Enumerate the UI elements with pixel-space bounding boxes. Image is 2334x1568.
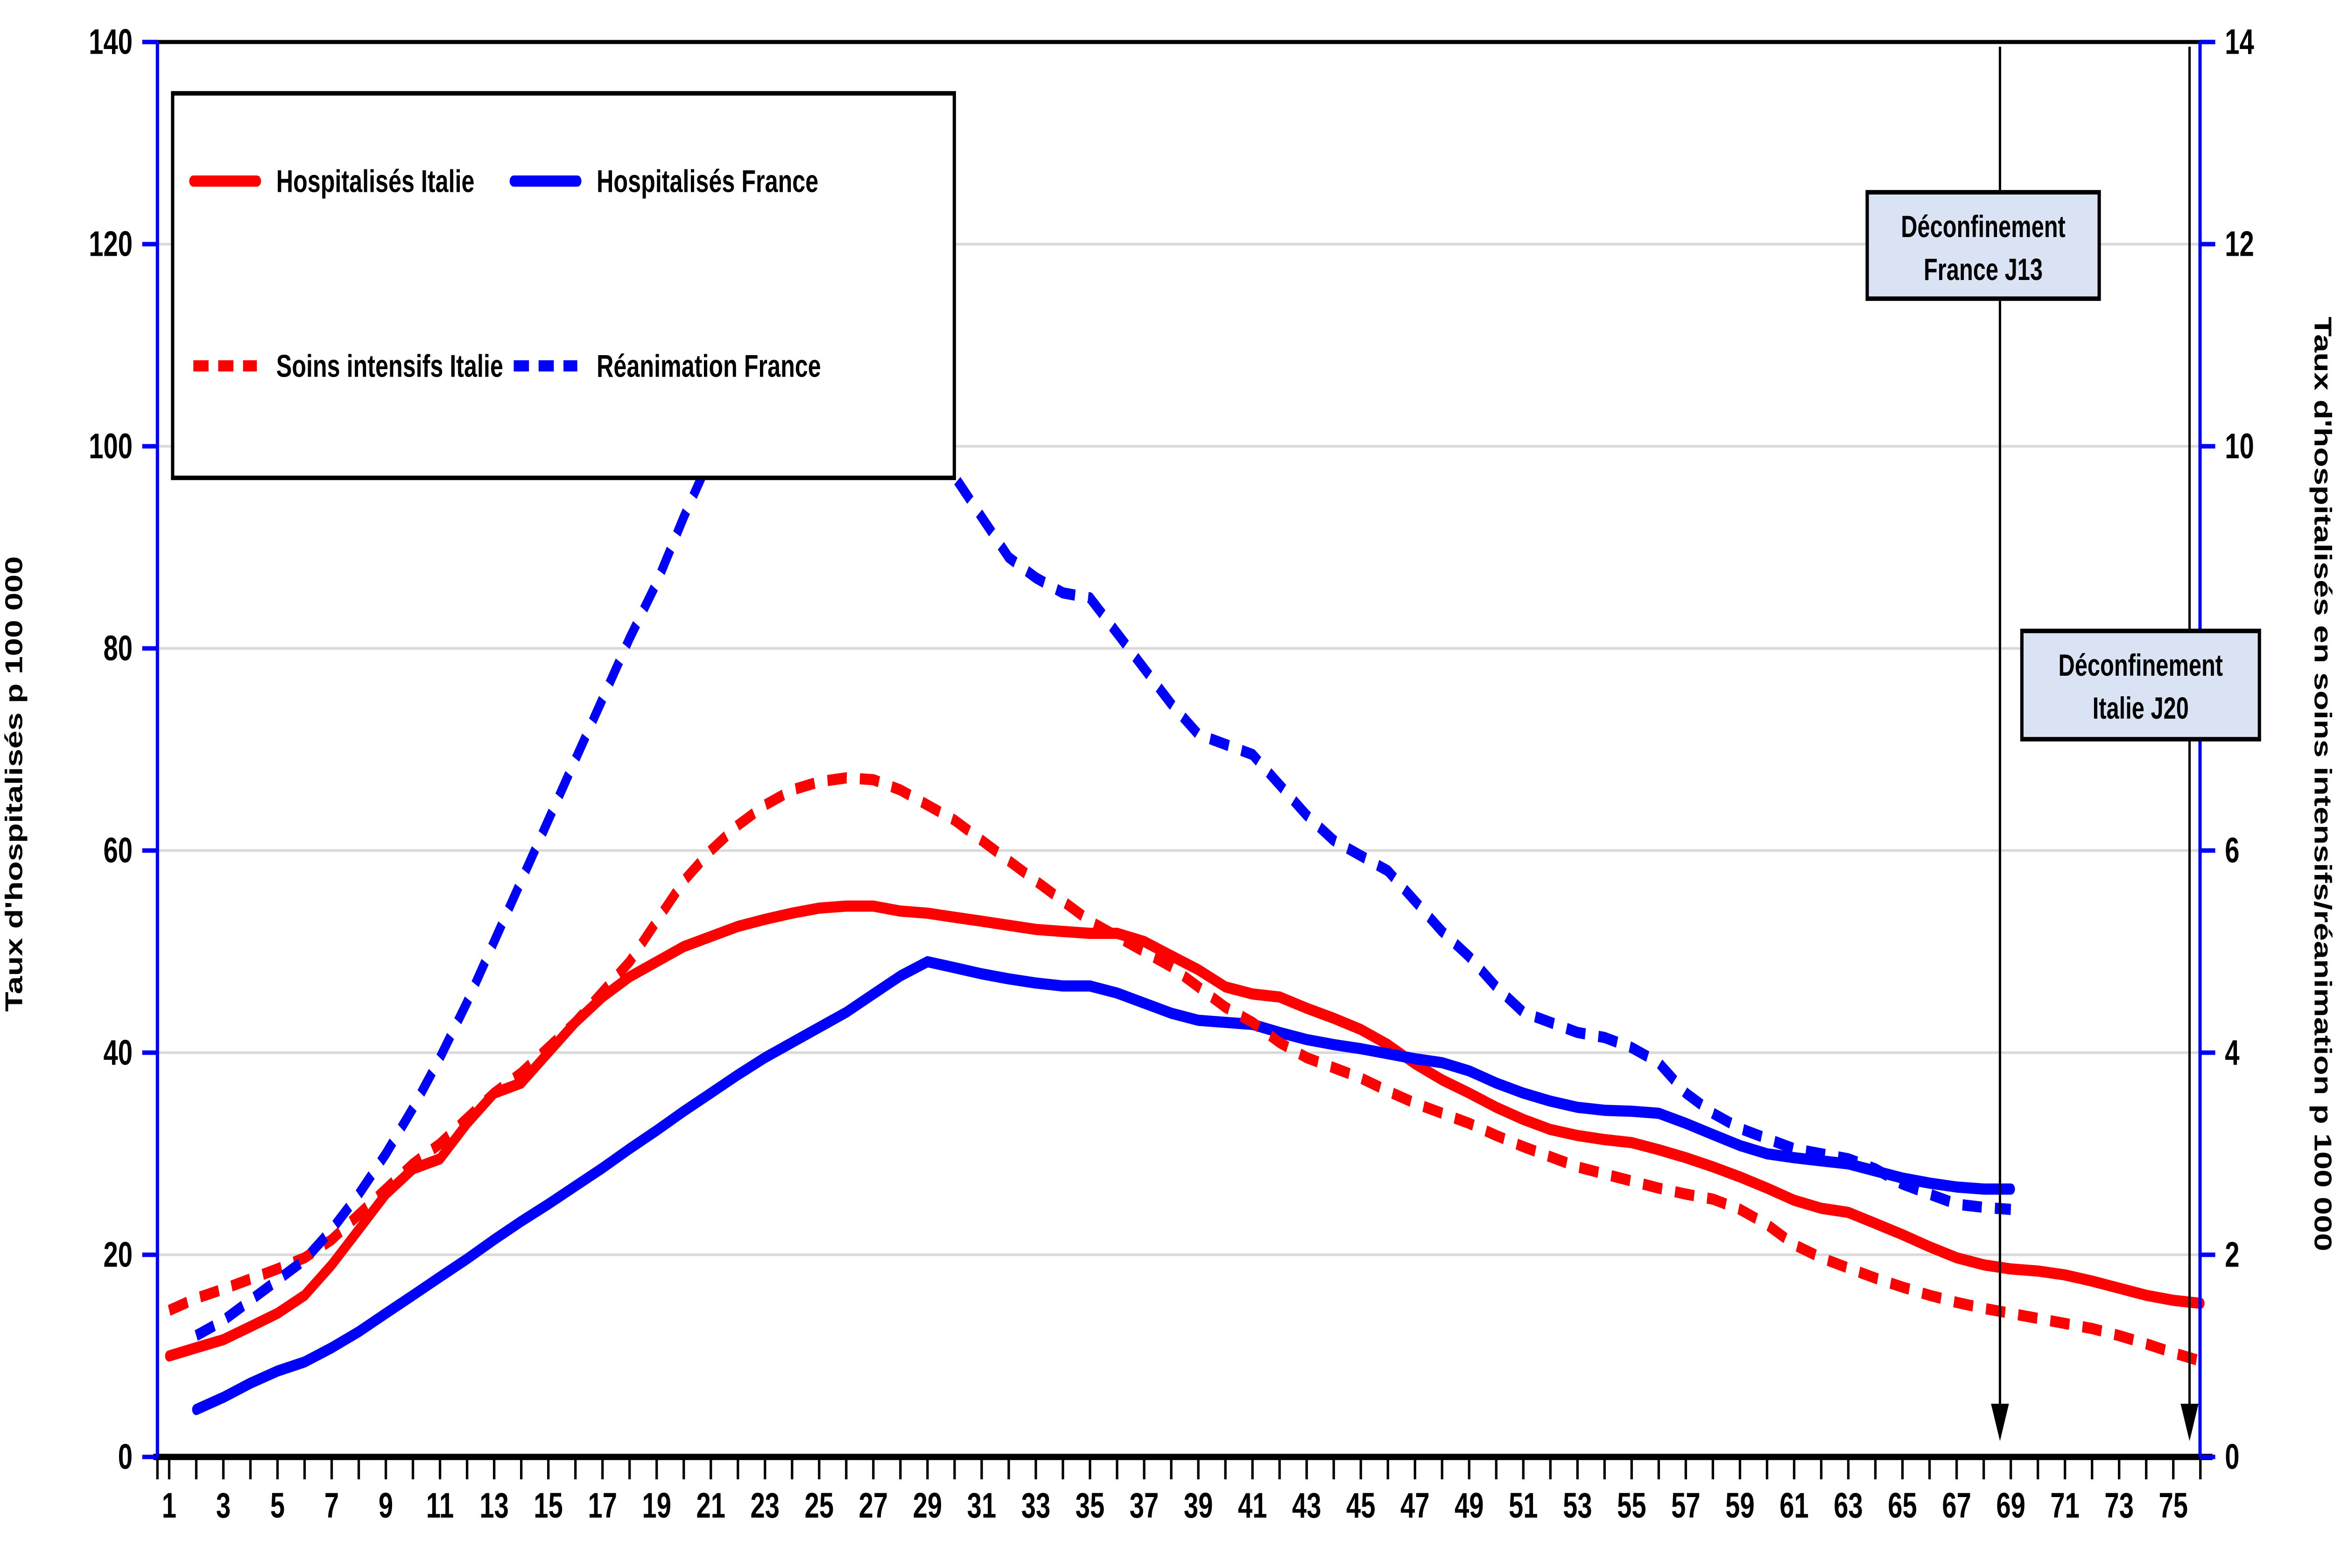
left-tick-label-100: 100 <box>89 427 133 466</box>
annotation-text-france-line2: France J13 <box>1924 252 2043 287</box>
x-tick-label-65: 65 <box>1888 1486 1917 1526</box>
x-tick-label-25: 25 <box>805 1486 834 1526</box>
x-tick-label-57: 57 <box>1671 1486 1701 1526</box>
legend-label-hospitalises-france: Hospitalisés France <box>597 163 818 199</box>
legend-label-hospitalises-italie: Hospitalisés Italie <box>276 163 475 199</box>
right-tick-label-12: 12 <box>2225 224 2254 264</box>
left-tick-label-140: 140 <box>89 22 133 62</box>
x-tick-label-45: 45 <box>1346 1486 1376 1526</box>
left-tick-label-0: 0 <box>118 1437 133 1477</box>
series-line-hospitalises-france <box>192 956 2015 1415</box>
left-axis-title: Taux d'hospitalisés p 100 000 <box>0 556 28 1012</box>
x-tick-label-61: 61 <box>1779 1486 1809 1526</box>
legend-label-soins-intensifs-italie: Soins intensifs Italie <box>276 348 503 384</box>
x-tick-label-11: 11 <box>426 1486 454 1526</box>
x-tick-label-41: 41 <box>1238 1486 1267 1526</box>
annotation-box-france <box>1865 190 2101 301</box>
left-tick-label-80: 80 <box>104 629 133 668</box>
x-tick-label-17: 17 <box>588 1486 617 1526</box>
x-tick-label-27: 27 <box>859 1486 888 1526</box>
x-tick-label-21: 21 <box>696 1486 726 1526</box>
x-tick-label-1: 1 <box>162 1486 176 1526</box>
x-tick-label-53: 53 <box>1563 1486 1592 1526</box>
series-line-hospitalises-italie <box>165 900 2205 1362</box>
x-tick-label-15: 15 <box>534 1486 563 1526</box>
x-tick-label-75: 75 <box>2158 1486 2188 1526</box>
right-tick-label-4: 4 <box>2225 1033 2239 1072</box>
right-tick-label-0: 0 <box>2225 1437 2239 1477</box>
x-tick-label-59: 59 <box>1725 1486 1755 1526</box>
left-tick-label-120: 120 <box>89 224 133 264</box>
x-tick-label-31: 31 <box>967 1486 997 1526</box>
x-tick-label-35: 35 <box>1076 1486 1105 1526</box>
annotation-box-italie <box>2020 629 2261 742</box>
x-tick-label-5: 5 <box>270 1486 285 1526</box>
annotation-text-italie-line2: Italie J20 <box>2093 691 2189 726</box>
x-tick-label-37: 37 <box>1130 1486 1159 1526</box>
legend-box <box>171 91 956 480</box>
x-tick-label-63: 63 <box>1834 1486 1863 1526</box>
x-tick-label-69: 69 <box>1996 1486 2025 1526</box>
x-tick-label-73: 73 <box>2104 1486 2134 1526</box>
x-tick-label-23: 23 <box>751 1486 780 1526</box>
annotation-deconfinement-france: Déconfinement France J13 <box>1865 190 2101 301</box>
right-tick-label-14: 14 <box>2225 22 2254 62</box>
right-tick-label-6: 6 <box>2225 831 2239 870</box>
right-tick-label-2: 2 <box>2225 1235 2239 1274</box>
x-tick-label-29: 29 <box>913 1486 942 1526</box>
x-tick-label-71: 71 <box>2050 1486 2080 1526</box>
x-tick-label-49: 49 <box>1455 1486 1484 1526</box>
series-line-reanimation-france <box>195 375 2011 1341</box>
left-tick-label-40: 40 <box>104 1033 133 1072</box>
legend: Hospitalisés Italie Hospitalisés France … <box>171 91 956 480</box>
x-tick-label-51: 51 <box>1509 1486 1538 1526</box>
x-tick-label-33: 33 <box>1021 1486 1051 1526</box>
x-tick-label-7: 7 <box>324 1486 339 1526</box>
legend-label-reanimation-france: Réanimation France <box>597 348 821 384</box>
data-series <box>165 375 2205 1415</box>
arrow-head-deconfinement-italie <box>2180 1404 2199 1441</box>
series-line-soins-intensifs-italie <box>168 772 2201 1367</box>
x-tick-label-39: 39 <box>1184 1486 1213 1526</box>
x-tick-label-9: 9 <box>379 1486 393 1526</box>
x-tick-label-3: 3 <box>216 1486 231 1526</box>
x-tick-label-19: 19 <box>642 1486 671 1526</box>
right-axis-title: Taux d'hospitalisés en soins intensifs/r… <box>2309 317 2334 1252</box>
left-tick-label-20: 20 <box>104 1235 133 1274</box>
x-tick-label-43: 43 <box>1292 1486 1322 1526</box>
annotation-text-france-line1: Déconfinement <box>1901 210 2066 244</box>
x-tick-label-13: 13 <box>479 1486 509 1526</box>
axes: 1 3 5 7 9 11 13 15 17 19 21 23 25 27 29 31 33 35 37 39 41 43 4… <box>89 22 2254 1526</box>
x-tick-label-55: 55 <box>1617 1486 1646 1526</box>
x-tick-label-47: 47 <box>1400 1486 1430 1526</box>
right-tick-label-10: 10 <box>2225 427 2254 466</box>
annotation-text-italie-line1: Déconfinement <box>2059 648 2223 683</box>
x-tick-label-67: 67 <box>1942 1486 1971 1526</box>
annotation-deconfinement-italie: Déconfinement Italie J20 <box>2020 629 2261 742</box>
left-tick-label-60: 60 <box>104 831 133 870</box>
arrow-head-deconfinement-france <box>1991 1404 2009 1441</box>
